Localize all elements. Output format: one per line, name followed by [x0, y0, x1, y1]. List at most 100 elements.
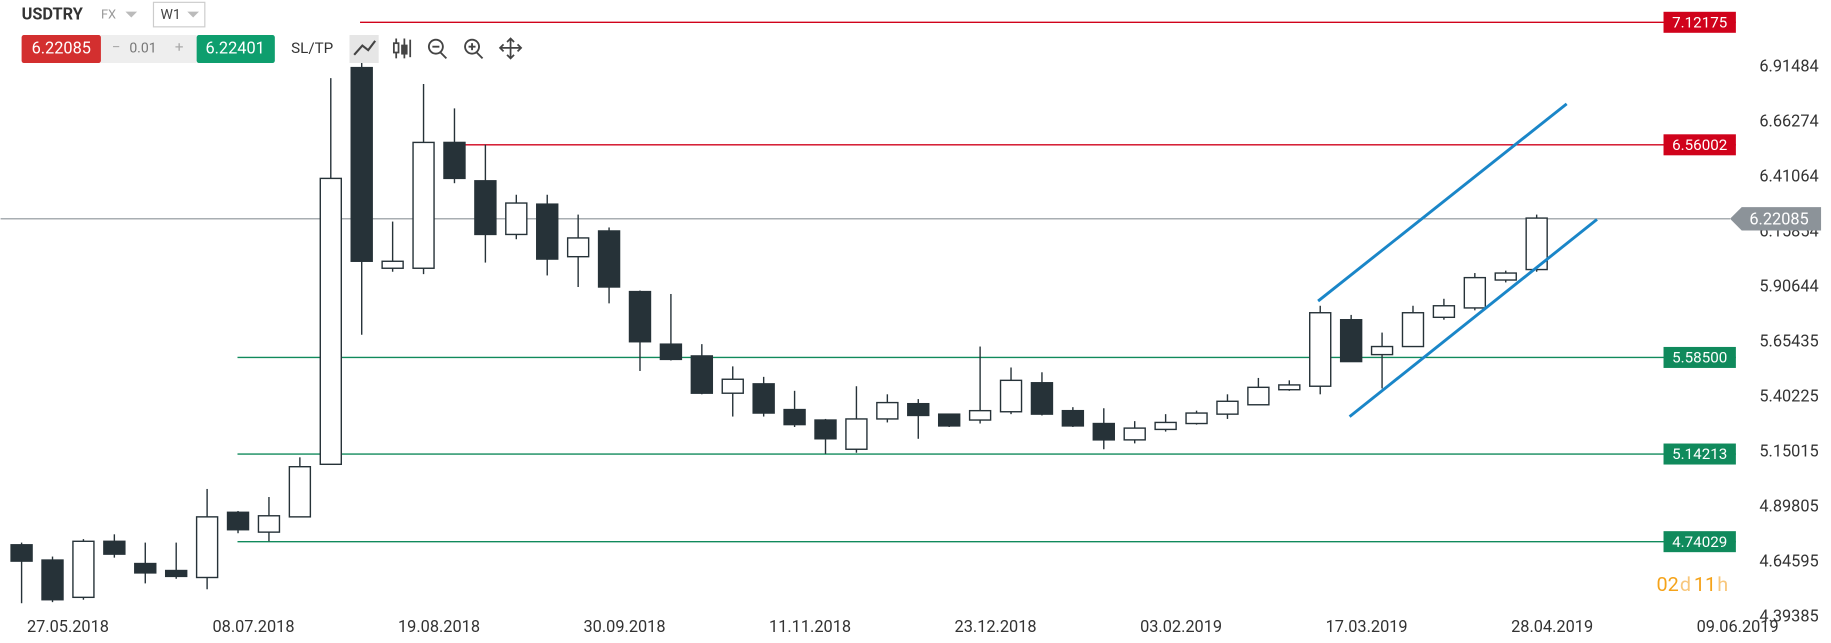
line-tool-bg	[349, 35, 379, 64]
market: FX	[101, 8, 116, 23]
y-tick-label: 5.65435	[1759, 332, 1818, 351]
timer-hours: 11	[1694, 573, 1716, 596]
zoom-out-icon[interactable]	[427, 38, 448, 60]
timer-h: h	[1717, 573, 1728, 596]
candle-body	[1247, 386, 1270, 406]
x-tick-label: 27.05.2018	[27, 617, 109, 636]
candle-body	[968, 409, 992, 421]
buy-button[interactable]	[196, 35, 275, 64]
level-label: 5.58500	[1672, 349, 1727, 367]
candle-body	[134, 562, 157, 574]
y-tick-label: 5.90644	[1759, 277, 1818, 296]
sell-price: 6.22085	[32, 38, 91, 57]
candle-icon[interactable]	[392, 38, 412, 59]
candle-body	[443, 141, 466, 180]
candle-body	[381, 260, 404, 269]
level-label-box	[1663, 134, 1736, 156]
level-label-box	[1663, 531, 1736, 553]
channel-upper	[1317, 102, 1568, 303]
candle-body	[1030, 382, 1054, 415]
market-dropdown[interactable]	[125, 11, 138, 18]
pan-icon[interactable]	[498, 37, 523, 60]
candle-body	[288, 466, 312, 518]
candle-body	[752, 383, 775, 414]
candle-body	[1463, 276, 1487, 309]
level-label: 6.56002	[1672, 136, 1727, 154]
candle-body	[1370, 345, 1394, 356]
candle-body	[721, 378, 744, 394]
candle-body	[1061, 409, 1085, 427]
candle-body	[257, 515, 281, 533]
candle-body	[350, 66, 373, 262]
x-tick-label: 17.03.2019	[1326, 617, 1408, 636]
candle-body	[1185, 412, 1208, 425]
price-axis: 4.39385 4.64595 4.89805 5.15015 5.40225 5.654…	[27, 11, 1822, 636]
candle-body	[999, 379, 1023, 413]
level-label-box	[1663, 443, 1736, 465]
candle-body	[103, 540, 126, 555]
price-marker-label: 6.22085	[1749, 209, 1808, 228]
x-tick-label: 09.06.2019	[1697, 617, 1779, 636]
x-tick-label: 30.09.2018	[584, 617, 666, 636]
y-tick-label: 5.40225	[1759, 387, 1818, 406]
candle-body	[1216, 400, 1239, 415]
volume: 0.01	[129, 41, 156, 57]
candle-body	[690, 355, 714, 394]
y-tick-label: 4.64595	[1759, 552, 1818, 571]
candle-body	[195, 516, 219, 579]
candle-body	[41, 559, 64, 601]
candle-body	[597, 230, 621, 288]
minus[interactable]: −	[112, 38, 121, 56]
candle-body	[1154, 421, 1177, 431]
level-label: 5.14213	[1672, 445, 1727, 463]
candle-body	[72, 540, 95, 599]
timer-d: d	[1680, 573, 1691, 596]
candle-body	[845, 418, 868, 450]
candle-body	[1092, 422, 1115, 441]
volume-box[interactable]	[100, 35, 197, 64]
x-tick-label: 28.04.2019	[1511, 617, 1593, 636]
level-label-box	[1663, 11, 1736, 33]
x-tick-label: 23.12.2018	[955, 617, 1037, 636]
timeframe-dropdown	[187, 11, 199, 18]
candle-body	[937, 413, 961, 427]
buy-price: 6.22401	[205, 38, 264, 57]
candle-body	[876, 401, 899, 420]
level-label: 4.74029	[1672, 533, 1727, 551]
price-marker	[1730, 207, 1822, 231]
y-tick-label: 6.66274	[1759, 112, 1818, 131]
y-tick-label: 4.89805	[1759, 497, 1818, 516]
timeframe-box[interactable]	[152, 1, 206, 28]
zoom-in-icon[interactable]	[464, 38, 484, 60]
candle-body	[1278, 384, 1301, 391]
x-tick-label: 08.07.2018	[212, 617, 294, 636]
y-tick-label: 5.15015	[1759, 442, 1818, 461]
candle-body	[1401, 312, 1425, 348]
candle-body	[907, 402, 930, 417]
line-chart-icon[interactable]	[353, 40, 377, 56]
candle-body	[1525, 217, 1548, 271]
candle-body	[474, 180, 497, 236]
plus[interactable]: +	[175, 38, 184, 56]
candle-body	[814, 419, 837, 440]
timer: 02 d 11 h	[1657, 573, 1729, 596]
channel-lower	[1348, 218, 1598, 418]
candle-body	[536, 203, 559, 260]
candle-body	[226, 511, 250, 531]
symbol: USDTRY	[22, 4, 84, 23]
candle-body	[1432, 305, 1456, 319]
candle-body	[1123, 427, 1146, 441]
level-label: 7.12175	[1672, 13, 1727, 31]
candle-body	[1494, 272, 1517, 281]
candle-body	[319, 177, 342, 466]
candle-body	[412, 141, 435, 269]
y-tick-label: 4.39385	[1759, 607, 1818, 626]
timeframe: W1	[160, 7, 180, 23]
sltp[interactable]: SL/TP	[291, 39, 333, 57]
sell-button[interactable]	[21, 35, 101, 64]
y-tick-label: 6.41064	[1759, 167, 1818, 186]
candle-body	[566, 237, 590, 258]
candle-body	[505, 202, 528, 236]
